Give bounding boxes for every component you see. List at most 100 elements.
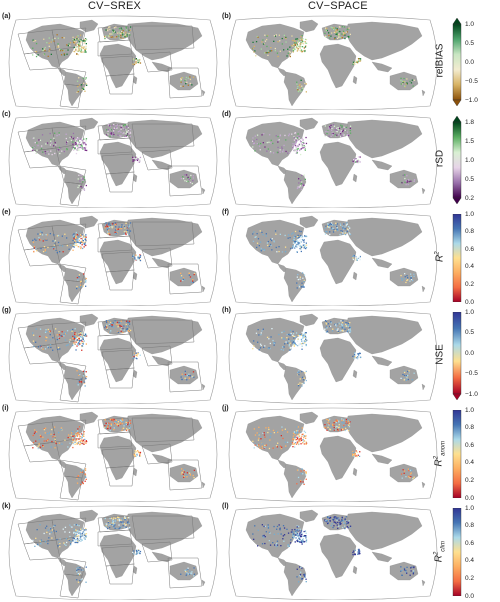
station-marker <box>300 571 302 573</box>
station-marker <box>358 255 361 257</box>
station-marker <box>411 379 413 381</box>
station-marker <box>326 418 328 421</box>
station-marker <box>135 58 137 61</box>
colorbar-tick-label: 0.2 <box>465 280 475 288</box>
station-marker <box>85 77 87 79</box>
station-marker <box>85 478 87 480</box>
station-marker <box>189 375 191 377</box>
station-marker <box>341 125 343 127</box>
station-marker <box>299 239 301 241</box>
station-marker <box>63 37 65 39</box>
station-marker <box>35 440 37 442</box>
station-marker <box>116 423 118 425</box>
station-marker <box>271 238 273 240</box>
station-marker <box>406 83 408 85</box>
station-marker <box>299 47 301 49</box>
station-marker <box>76 50 79 52</box>
column-title-srex: CV−SREX <box>88 0 142 12</box>
station-marker <box>33 432 36 435</box>
station-marker <box>357 60 359 62</box>
station-marker <box>105 325 107 327</box>
station-marker <box>79 242 82 245</box>
station-marker <box>405 184 407 186</box>
station-marker <box>182 277 185 279</box>
station-marker <box>340 130 342 132</box>
station-marker <box>129 129 132 131</box>
station-marker <box>303 382 305 384</box>
station-marker <box>302 277 304 279</box>
station-marker <box>84 147 86 149</box>
station-marker <box>115 323 118 325</box>
station-marker <box>134 258 136 260</box>
colorbar-extend-min <box>452 99 462 106</box>
srex-region-outline <box>131 123 195 149</box>
station-marker <box>136 454 138 456</box>
landmass-as <box>125 315 203 355</box>
station-marker <box>80 433 83 435</box>
landmass-af <box>99 435 137 481</box>
station-marker <box>135 553 137 555</box>
station-marker <box>305 370 307 373</box>
station-marker <box>54 132 56 134</box>
station-marker <box>252 233 254 235</box>
station-marker <box>118 31 120 33</box>
metric-label: rSD <box>434 149 446 168</box>
station-marker <box>75 335 77 337</box>
station-marker <box>187 567 189 569</box>
station-marker <box>348 421 350 423</box>
station-marker <box>69 524 71 526</box>
station-marker <box>406 279 408 282</box>
station-marker <box>408 372 410 374</box>
map-panel-r-srex: (e) <box>2 209 224 306</box>
station-marker <box>295 148 297 150</box>
station-marker <box>305 539 308 541</box>
station-marker <box>332 424 334 427</box>
station-marker <box>348 36 350 38</box>
station-marker <box>39 139 42 141</box>
station-marker <box>128 330 131 333</box>
station-marker <box>69 42 72 44</box>
station-marker <box>284 134 286 137</box>
landmass-nz <box>421 285 426 293</box>
station-marker <box>70 434 72 436</box>
station-marker <box>327 516 329 519</box>
station-marker <box>406 275 408 277</box>
station-marker <box>264 345 266 347</box>
station-marker <box>78 381 81 383</box>
station-marker <box>298 443 300 445</box>
station-marker <box>137 257 139 259</box>
station-marker <box>114 222 116 224</box>
station-marker <box>280 447 282 450</box>
station-marker <box>71 146 73 148</box>
station-marker <box>269 243 272 246</box>
station-marker <box>125 33 127 35</box>
station-marker <box>340 323 343 325</box>
station-marker <box>36 431 38 433</box>
station-marker <box>182 85 184 87</box>
station-marker <box>305 136 307 139</box>
station-marker <box>78 380 80 382</box>
station-marker <box>71 431 74 433</box>
station-marker <box>413 79 416 81</box>
station-marker <box>54 435 56 437</box>
station-marker <box>252 348 254 350</box>
colorbar-tick-label: −0.5 <box>465 370 478 377</box>
station-marker <box>302 239 304 242</box>
station-marker <box>78 337 80 339</box>
landmass-as <box>125 119 203 159</box>
station-marker <box>342 320 344 322</box>
station-marker <box>411 566 413 568</box>
landmass-au <box>169 463 199 483</box>
station-marker <box>284 343 286 345</box>
station-marker <box>406 180 408 182</box>
colorbar-tick-label: 1.5 <box>465 137 475 145</box>
station-marker <box>58 134 60 136</box>
station-marker <box>51 440 53 443</box>
map-panel-r-space: (f) <box>222 209 444 306</box>
station-marker <box>73 433 75 436</box>
station-marker <box>341 230 343 232</box>
station-marker <box>261 134 263 136</box>
station-marker <box>193 376 195 378</box>
station-marker <box>82 240 84 242</box>
station-marker <box>76 236 78 238</box>
